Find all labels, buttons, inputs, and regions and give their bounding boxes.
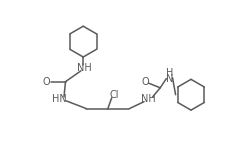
Text: NH: NH	[141, 94, 155, 104]
Text: N: N	[166, 74, 173, 84]
Text: O: O	[42, 77, 50, 87]
Text: HN: HN	[52, 94, 67, 104]
Text: H: H	[166, 68, 173, 78]
Text: O: O	[141, 77, 149, 87]
Text: NH: NH	[77, 63, 91, 73]
Text: Cl: Cl	[109, 90, 119, 100]
